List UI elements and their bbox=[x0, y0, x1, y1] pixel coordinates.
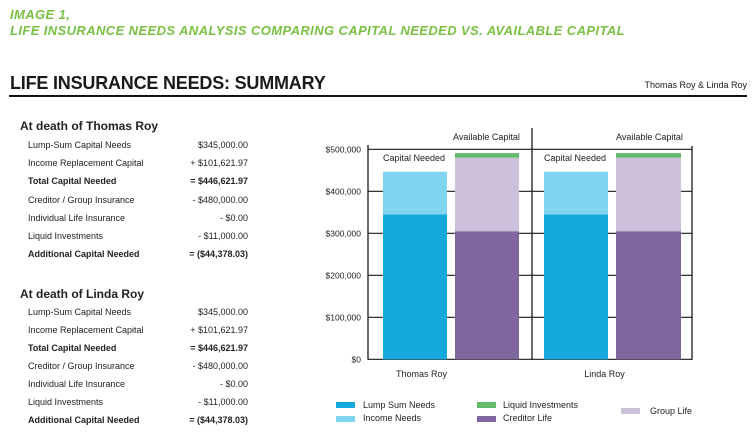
bar-creditor-life bbox=[616, 231, 681, 360]
y-tick-label: $500,000 bbox=[326, 144, 362, 154]
client-names: Thomas Roy & Linda Roy bbox=[644, 80, 747, 90]
bar-lump-sum-needs bbox=[383, 214, 447, 360]
row-label: Income Replacement Capital bbox=[28, 158, 144, 168]
row-value: - $0.00 bbox=[219, 379, 248, 390]
figure-caption: LIFE INSURANCE NEEDS ANALYSIS COMPARING … bbox=[10, 23, 625, 38]
row-value: + $101,621.97 bbox=[190, 325, 248, 336]
available-capital-label: Available Capital bbox=[453, 132, 520, 142]
bar-group-life bbox=[455, 157, 519, 232]
row-value: = ($44,378.03) bbox=[189, 415, 248, 426]
y-tick-label: $200,000 bbox=[326, 270, 362, 280]
row-label: Additional Capital Needed bbox=[28, 415, 140, 426]
row-value: = ($44,378.03) bbox=[189, 249, 248, 260]
y-tick-label: $100,000 bbox=[326, 312, 362, 322]
row-label: Lump-Sum Capital Needs bbox=[28, 140, 132, 151]
row-label: Creditor / Group Insurance bbox=[28, 361, 135, 372]
bar-liquid-investments bbox=[455, 153, 519, 158]
legend-swatch bbox=[621, 408, 640, 415]
row-label: Additional Capital Needed bbox=[28, 249, 140, 260]
y-tick-label: $300,000 bbox=[326, 228, 362, 238]
legend-swatch bbox=[336, 415, 355, 422]
row-label: Creditor / Group Insurance bbox=[28, 194, 135, 205]
section-heading: At death of Thomas Roy bbox=[20, 119, 159, 133]
row-value: = $446,621.97 bbox=[190, 343, 248, 354]
row-value: - $11,000.00 bbox=[198, 397, 248, 408]
section-heading: At death of Linda Roy bbox=[20, 286, 144, 301]
y-tick-label: $400,000 bbox=[326, 186, 362, 196]
row-label: Liquid Investments bbox=[28, 397, 104, 408]
row-value: + $101,621.97 bbox=[190, 158, 248, 168]
legend-label: Income Needs bbox=[363, 412, 422, 423]
row-label: Income Replacement Capital bbox=[28, 325, 144, 336]
legend-label: Group Life bbox=[650, 406, 693, 417]
row-value: - $0.00 bbox=[219, 213, 248, 224]
legend-label: Creditor Life bbox=[503, 412, 553, 423]
row-value: = $446,621.97 bbox=[190, 176, 248, 187]
row-value: - $480,000.00 bbox=[192, 194, 248, 205]
bar-income-needs bbox=[544, 171, 608, 215]
legend-swatch bbox=[336, 401, 355, 408]
row-label: Individual Life Insurance bbox=[28, 213, 126, 224]
legend-swatch bbox=[477, 401, 496, 408]
bar-creditor-life bbox=[455, 231, 519, 360]
figure-label: IMAGE 1, bbox=[10, 7, 71, 22]
legend-label: Liquid Investments bbox=[503, 399, 579, 410]
x-category-label: Linda Roy bbox=[584, 369, 625, 379]
row-value: $345,000.00 bbox=[197, 140, 248, 151]
capital-needed-label: Capital Needed bbox=[383, 153, 445, 163]
x-category-label: Thomas Roy bbox=[396, 369, 448, 379]
capital-comparison-chart: $0 $100,000 $200,000 $300,000 $400,000 $500,0… bbox=[326, 128, 693, 379]
row-value: $345,000.00 bbox=[197, 307, 248, 318]
row-value: - $480,000.00 bbox=[192, 361, 248, 372]
row-label: Liquid Investments bbox=[28, 231, 104, 242]
row-label: Lump-Sum Capital Needs bbox=[28, 307, 132, 318]
bar-liquid-investments bbox=[616, 153, 681, 158]
row-label: Total Capital Needed bbox=[28, 343, 117, 354]
available-capital-label: Available Capital bbox=[616, 132, 683, 142]
legend-swatch bbox=[477, 415, 496, 422]
capital-needed-label: Capital Needed bbox=[544, 153, 606, 163]
bar-income-needs bbox=[383, 171, 447, 215]
page-title: LIFE INSURANCE NEEDS: SUMMARY bbox=[10, 73, 326, 93]
row-value: - $11,000.00 bbox=[198, 231, 248, 242]
legend-label: Lump Sum Needs bbox=[363, 399, 436, 410]
row-label: Individual Life Insurance bbox=[28, 379, 126, 390]
bar-lump-sum-needs bbox=[544, 214, 608, 360]
y-tick-label: $0 bbox=[352, 354, 362, 364]
bar-group-life bbox=[616, 157, 681, 232]
row-label: Total Capital Needed bbox=[28, 176, 117, 187]
title-divider bbox=[9, 95, 747, 97]
